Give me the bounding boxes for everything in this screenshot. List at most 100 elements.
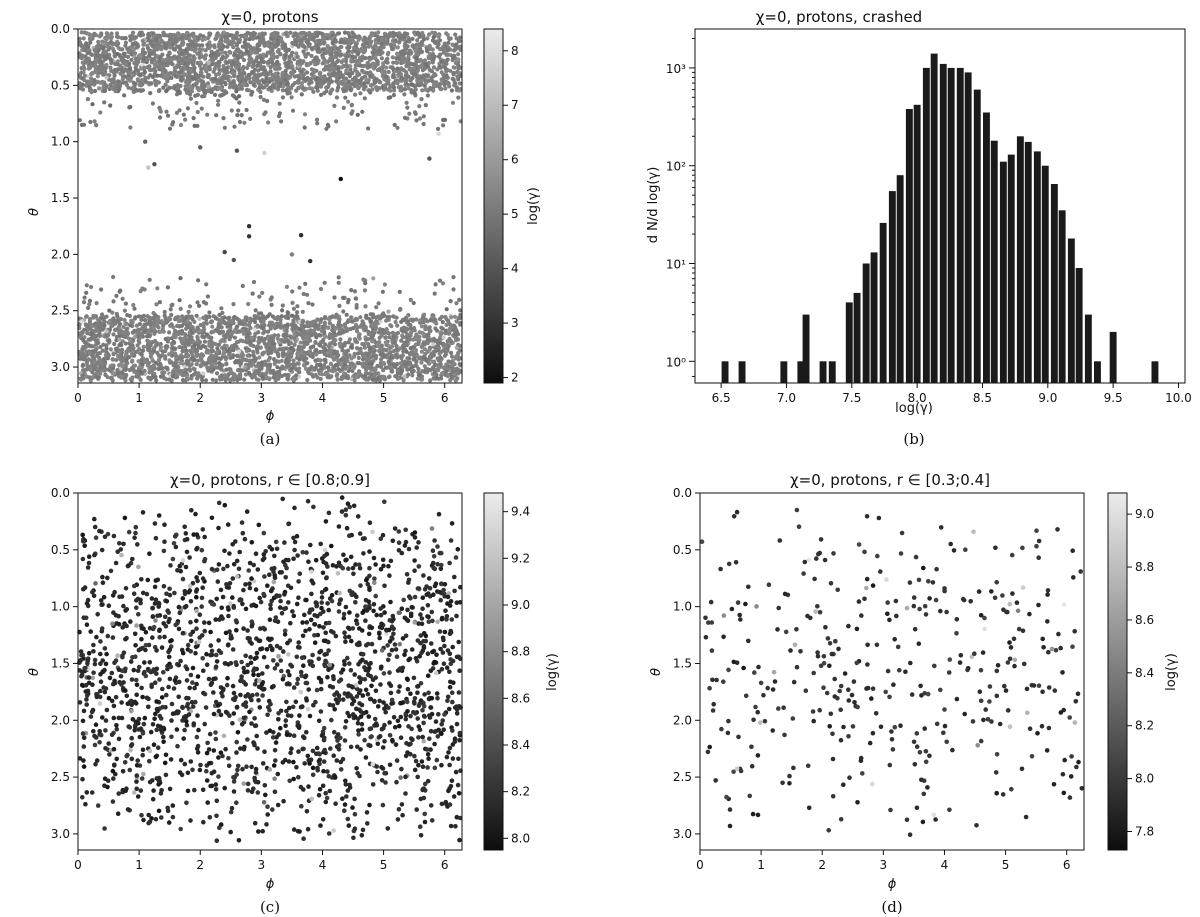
scatter-point bbox=[425, 36, 430, 41]
scatter-point bbox=[117, 349, 122, 354]
scatter-point bbox=[97, 53, 103, 58]
scatter-point bbox=[232, 53, 237, 58]
scatter-point bbox=[108, 82, 113, 88]
scatter-point bbox=[384, 78, 389, 83]
scatter-point bbox=[444, 52, 449, 58]
scatter-point bbox=[139, 83, 144, 88]
scatter-point bbox=[217, 67, 222, 73]
scatter-point bbox=[450, 100, 455, 105]
scatter-point bbox=[180, 35, 185, 40]
scatter-point bbox=[217, 356, 222, 361]
scatter-point bbox=[335, 377, 340, 382]
scatter-point bbox=[373, 56, 378, 61]
scatter-point bbox=[388, 88, 393, 93]
scatter-point bbox=[376, 30, 381, 35]
scatter-point bbox=[393, 319, 398, 325]
scatter-point bbox=[240, 283, 245, 289]
scatter-point bbox=[374, 52, 379, 57]
scatter-point bbox=[224, 367, 229, 372]
scatter-point bbox=[241, 70, 246, 75]
scatter-point bbox=[382, 85, 387, 90]
scatter-point bbox=[89, 284, 94, 290]
scatter-point bbox=[386, 50, 391, 56]
scatter-point bbox=[160, 57, 166, 63]
scatter-point bbox=[197, 47, 202, 52]
scatter-point bbox=[294, 373, 299, 378]
scatter-point bbox=[432, 72, 437, 77]
scatter-point bbox=[117, 337, 122, 342]
scatter-point bbox=[393, 38, 398, 43]
scatter-point bbox=[329, 36, 334, 41]
scatter-point bbox=[341, 79, 346, 84]
scatter-point bbox=[433, 80, 438, 85]
scatter-point bbox=[377, 340, 382, 345]
scatter-point bbox=[214, 371, 220, 376]
scatter-point bbox=[101, 46, 106, 51]
scatter-point bbox=[247, 37, 252, 42]
scatter-point bbox=[149, 57, 154, 62]
scatter-point bbox=[249, 92, 254, 97]
scatter-point bbox=[277, 111, 282, 116]
scatter-point bbox=[118, 288, 123, 293]
scatter-point bbox=[216, 86, 221, 91]
scatter-point bbox=[113, 67, 118, 73]
scatter-point bbox=[288, 335, 294, 340]
scatter-point bbox=[415, 78, 420, 83]
scatter-point bbox=[210, 324, 215, 329]
scatter-point bbox=[290, 289, 295, 294]
scatter-point bbox=[136, 314, 142, 319]
scatter-point bbox=[266, 329, 271, 334]
scatter-point bbox=[277, 101, 282, 106]
scatter-point bbox=[384, 36, 389, 42]
scatter-point bbox=[395, 78, 400, 83]
scatter-point bbox=[133, 56, 139, 62]
scatter-point bbox=[231, 60, 236, 65]
scatter-point bbox=[97, 333, 103, 338]
scatter-point bbox=[91, 314, 97, 319]
scatter-point bbox=[260, 32, 266, 37]
scatter-point bbox=[286, 86, 291, 91]
scatter-point bbox=[280, 71, 286, 76]
scatter-point bbox=[445, 32, 450, 37]
scatter-point bbox=[288, 30, 293, 35]
scatter-point bbox=[243, 339, 248, 344]
scatter-point bbox=[410, 352, 415, 357]
scatter-point bbox=[440, 320, 445, 325]
scatter-point bbox=[169, 57, 174, 63]
scatter-point bbox=[384, 327, 389, 332]
scatter-point bbox=[269, 302, 274, 307]
scatter-point bbox=[205, 294, 210, 299]
scatter-point bbox=[305, 292, 310, 297]
scatter-point bbox=[404, 100, 409, 105]
scatter-point bbox=[297, 285, 302, 290]
scatter-point bbox=[129, 57, 134, 62]
scatter-point bbox=[243, 315, 248, 320]
scatter-point bbox=[207, 31, 212, 36]
scatter-point bbox=[150, 101, 155, 106]
scatter-point bbox=[314, 352, 319, 357]
scatter-point bbox=[86, 66, 91, 71]
scatter-point bbox=[152, 78, 158, 83]
scatter-point bbox=[184, 359, 189, 364]
scatter-point bbox=[309, 46, 314, 51]
scatter-point bbox=[400, 58, 405, 63]
scatter-point bbox=[373, 63, 378, 69]
scatter-point bbox=[398, 361, 403, 366]
scatter-point bbox=[221, 30, 227, 35]
scatter-point bbox=[260, 40, 265, 45]
scatter-point bbox=[302, 125, 307, 130]
scatter-point bbox=[360, 109, 365, 114]
scatter-point bbox=[362, 96, 367, 101]
scatter-point bbox=[138, 53, 143, 58]
scatter-point bbox=[165, 285, 170, 290]
scatter-point bbox=[94, 301, 99, 306]
scatter-point bbox=[151, 31, 156, 36]
scatter-point bbox=[125, 313, 130, 318]
scatter-point bbox=[269, 45, 274, 51]
scatter-point bbox=[325, 32, 330, 38]
scatter-point bbox=[309, 53, 314, 59]
scatter-point bbox=[83, 54, 88, 59]
scatter-point bbox=[305, 40, 310, 46]
scatter-point bbox=[441, 76, 446, 81]
scatter-point bbox=[85, 97, 90, 102]
